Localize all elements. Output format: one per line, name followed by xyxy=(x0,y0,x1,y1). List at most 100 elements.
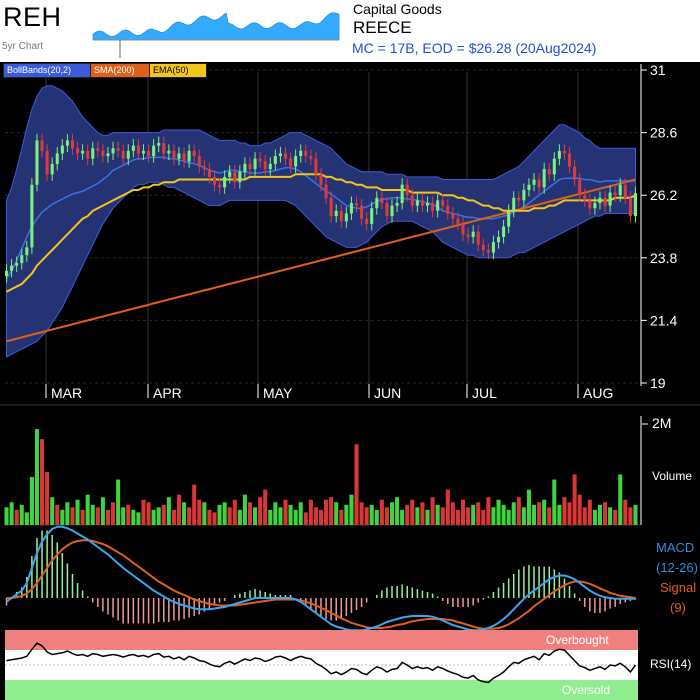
volume-bar xyxy=(126,504,131,525)
candle-body xyxy=(289,158,293,167)
volume-bar xyxy=(481,509,486,525)
volume-bar xyxy=(212,512,217,525)
volume-bar xyxy=(618,474,623,525)
volume-bar xyxy=(14,509,19,525)
candle-body xyxy=(410,195,414,206)
volume-bar xyxy=(450,502,455,525)
candle-body xyxy=(207,169,211,177)
volume-bar xyxy=(344,504,349,525)
volume-bar xyxy=(592,509,597,525)
volume-label: Volume xyxy=(652,469,692,483)
candle-body xyxy=(557,150,561,159)
candle-body xyxy=(55,153,59,164)
volume-bar xyxy=(151,509,156,525)
volume-bar xyxy=(313,507,318,525)
volume-bar xyxy=(308,499,313,525)
candle-body xyxy=(218,184,222,188)
volume-bar xyxy=(567,502,572,525)
candle-body xyxy=(299,150,303,157)
candle-body xyxy=(121,150,125,159)
volume-bar xyxy=(577,494,582,525)
volume-bar xyxy=(486,497,491,525)
volume-bar xyxy=(537,502,542,525)
candle-body xyxy=(451,213,455,219)
candle-body xyxy=(126,150,130,159)
signal-params: (9) xyxy=(670,600,686,615)
candle-body xyxy=(542,169,546,188)
volume-bar xyxy=(511,502,516,525)
volume-bar xyxy=(400,509,405,525)
candle-body xyxy=(187,150,191,162)
candle-body xyxy=(431,203,435,211)
candle-body xyxy=(177,153,181,159)
candle-body xyxy=(633,193,637,217)
candle-body xyxy=(263,161,267,170)
candle-body xyxy=(30,184,34,248)
company-name: REECE xyxy=(353,18,412,37)
volume-bar xyxy=(384,507,389,525)
legend-item: BollBands(20,2) xyxy=(3,63,91,78)
volume-bar xyxy=(253,507,258,525)
candle-body xyxy=(583,195,587,201)
volume-bar xyxy=(405,504,410,525)
candle-body xyxy=(238,171,242,183)
volume-bar xyxy=(623,499,628,525)
volume-bar xyxy=(572,474,577,525)
candle-body xyxy=(167,150,171,154)
candle-body xyxy=(202,166,206,170)
candle-body xyxy=(76,148,80,154)
candle-body xyxy=(65,140,69,146)
candle-body xyxy=(532,179,536,185)
volume-bar xyxy=(65,502,70,525)
candle-body xyxy=(228,171,232,177)
candle-body xyxy=(329,197,333,217)
candle-body xyxy=(365,218,369,224)
volume-bar xyxy=(100,497,105,525)
candle-body xyxy=(111,148,115,154)
price-tick-label: 23.8 xyxy=(650,250,677,266)
volume-bar xyxy=(176,494,182,525)
volume-bar xyxy=(466,507,471,525)
volume-bar xyxy=(146,502,151,525)
candle-body xyxy=(197,156,201,167)
volume-bar xyxy=(608,507,613,525)
candle-body xyxy=(86,150,90,159)
volume-bar xyxy=(161,504,166,525)
candle-body xyxy=(380,197,384,204)
candle-body xyxy=(573,166,577,180)
volume-bar xyxy=(95,507,100,525)
candle-body xyxy=(116,148,120,151)
candle-body xyxy=(157,143,161,146)
candle-body xyxy=(278,153,282,157)
volume-bar xyxy=(222,502,227,525)
candle-body xyxy=(81,150,85,154)
month-tick-label: JUN xyxy=(374,385,401,401)
candle-body xyxy=(258,158,262,162)
volume-bar xyxy=(582,507,587,525)
volume-bar xyxy=(237,509,242,525)
candle-body xyxy=(461,223,465,235)
volume-bar xyxy=(521,507,526,525)
volume-bar xyxy=(192,484,197,525)
volume-bar xyxy=(628,507,633,525)
candle-body xyxy=(491,242,495,253)
candle-body xyxy=(390,205,394,217)
volume-bar xyxy=(121,507,126,525)
candle-body xyxy=(436,200,440,211)
overbought-zone xyxy=(5,630,638,650)
volume-bar xyxy=(247,502,253,525)
candle-body xyxy=(598,197,602,204)
candle-body xyxy=(552,158,556,175)
candle-body xyxy=(349,203,353,214)
candle-body xyxy=(415,200,419,206)
candle-body xyxy=(35,140,39,185)
candle-body xyxy=(517,197,521,201)
candle-body xyxy=(294,156,298,167)
volume-bar xyxy=(476,502,481,525)
candle-body xyxy=(593,203,597,209)
candle-body xyxy=(152,145,156,157)
volume-bar xyxy=(374,509,379,525)
volume-bar xyxy=(197,499,202,525)
candle-body xyxy=(136,145,140,154)
month-tick-label: APR xyxy=(153,385,182,401)
